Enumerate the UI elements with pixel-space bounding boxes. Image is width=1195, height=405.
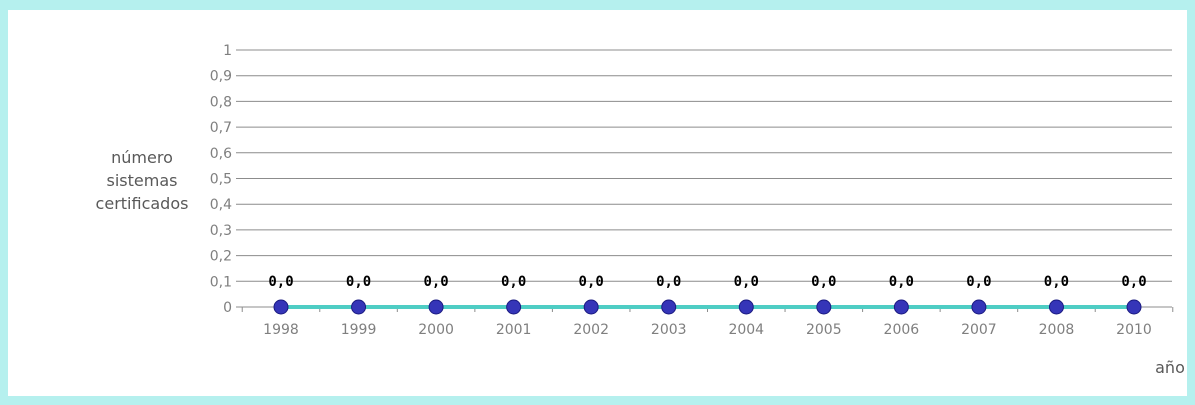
data-point — [738, 299, 754, 315]
x-tick-label: 1998 — [263, 322, 299, 338]
x-tick-label: 2001 — [496, 322, 532, 338]
y-tick-label: 0,7 — [210, 120, 232, 136]
data-point — [506, 299, 522, 315]
data-point — [1126, 299, 1142, 315]
data-label: 0,0 — [811, 274, 836, 290]
y-axis-title: número sistemas certificados — [96, 148, 189, 213]
data-label: 0,0 — [579, 274, 604, 290]
data-point — [583, 299, 599, 315]
x-axis-title: año — [1155, 358, 1185, 377]
data-labels: 0,0 0,0 0,0 0,0 0,0 0,0 0,0 0,0 0,0 0,0 0,0 0,0 — [268, 274, 1146, 290]
data-point — [816, 299, 832, 315]
y-tick-label: 0,8 — [210, 94, 232, 110]
x-tick-labels: 1998 1999 2000 2001 2002 2003 2004 2005 2006 2007… — [263, 322, 1152, 338]
x-tick-label: 2005 — [806, 322, 842, 338]
y-tick-label: 0,4 — [210, 197, 232, 213]
data-label: 0,0 — [656, 274, 681, 290]
gridlines — [236, 49, 1174, 312]
data-label: 0,0 — [889, 274, 914, 290]
data-label: 0,0 — [734, 274, 759, 290]
data-point — [661, 299, 677, 315]
data-label: 0,0 — [423, 274, 448, 290]
data-label: 0,0 — [268, 274, 293, 290]
y-axis-title-line: número — [111, 148, 173, 167]
y-axis-title-line: certificados — [96, 194, 189, 213]
data-point — [428, 299, 444, 315]
y-tick-label: 1 — [223, 43, 232, 59]
y-tick-label: 0 — [223, 300, 232, 316]
series-group — [273, 299, 1142, 315]
data-label: 0,0 — [1121, 274, 1146, 290]
data-point — [1048, 299, 1064, 315]
y-tick-label: 0,5 — [210, 172, 232, 188]
y-tick-label: 0,1 — [210, 274, 232, 290]
x-tick-label: 2002 — [573, 322, 609, 338]
x-tick-label: 1999 — [341, 322, 377, 338]
data-point — [273, 299, 289, 315]
data-label: 0,0 — [1044, 274, 1069, 290]
x-tick-label: 2004 — [728, 322, 764, 338]
x-tick-label: 2010 — [1116, 322, 1152, 338]
y-tick-label: 0,3 — [210, 223, 232, 239]
x-tick-label: 2000 — [418, 322, 454, 338]
data-point — [893, 299, 909, 315]
y-tick-label: 0,2 — [210, 249, 232, 265]
x-tick-label: 2007 — [961, 322, 997, 338]
x-tick-label: 2008 — [1039, 322, 1075, 338]
x-tick-label: 2006 — [884, 322, 920, 338]
data-point — [351, 299, 367, 315]
y-tick-label: 0,9 — [210, 69, 232, 85]
y-tick-labels: 0 0,1 0,2 0,3 0,4 0,5 0,6 0,7 0,8 0,9 1 — [210, 43, 232, 316]
y-axis-title-line: sistemas — [107, 171, 178, 190]
data-label: 0,0 — [501, 274, 526, 290]
x-tick-label: 2003 — [651, 322, 687, 338]
data-point — [971, 299, 987, 315]
y-tick-label: 0,6 — [210, 146, 232, 162]
data-label: 0,0 — [966, 274, 991, 290]
data-label: 0,0 — [346, 274, 371, 290]
